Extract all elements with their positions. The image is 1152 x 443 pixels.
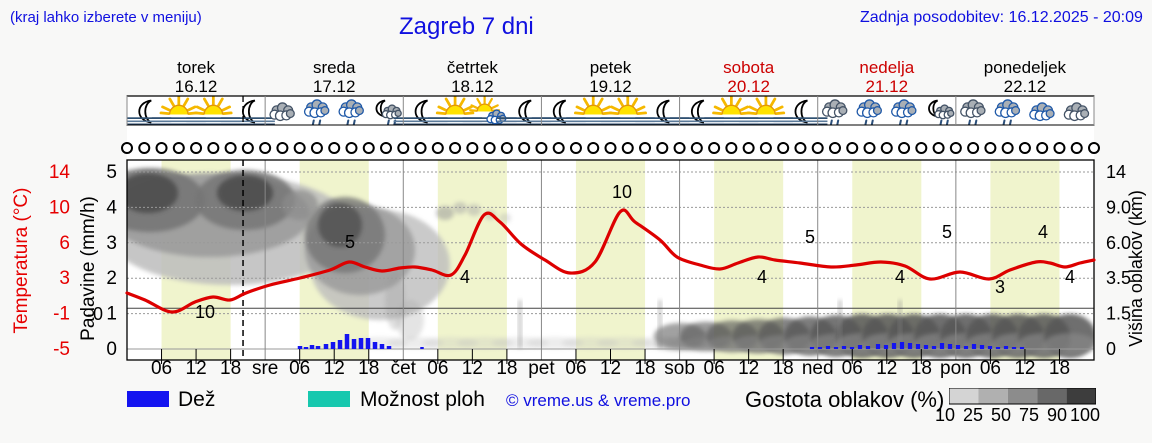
svg-text:18: 18	[220, 358, 241, 379]
svg-text:3: 3	[106, 233, 117, 254]
svg-text:06: 06	[980, 358, 1001, 379]
svg-text:0: 0	[1106, 339, 1116, 359]
svg-text:5: 5	[805, 227, 815, 247]
svg-text:06: 06	[151, 358, 172, 379]
svg-text:-5: -5	[53, 339, 70, 360]
svg-text:06: 06	[289, 358, 310, 379]
svg-text:18: 18	[773, 358, 794, 379]
svg-text:06: 06	[427, 358, 448, 379]
svg-text:ned: ned	[802, 358, 834, 379]
svg-text:14: 14	[49, 162, 71, 183]
svg-text:3: 3	[995, 277, 1005, 297]
svg-text:4: 4	[106, 197, 117, 218]
svg-text:sob: sob	[664, 358, 695, 379]
svg-text:-1: -1	[53, 304, 70, 325]
svg-text:0: 0	[106, 339, 117, 360]
svg-text:10: 10	[612, 182, 632, 202]
svg-text:6: 6	[59, 233, 70, 254]
svg-text:1: 1	[106, 304, 117, 325]
svg-text:18: 18	[634, 358, 655, 379]
svg-text:12: 12	[600, 358, 621, 379]
svg-text:4: 4	[1065, 267, 1075, 287]
svg-text:12: 12	[738, 358, 759, 379]
svg-text:3: 3	[59, 268, 70, 289]
svg-text:06: 06	[704, 358, 725, 379]
svg-text:14: 14	[1106, 162, 1126, 182]
svg-text:sre: sre	[252, 358, 278, 379]
svg-text:4: 4	[895, 267, 905, 287]
svg-text:18: 18	[358, 358, 379, 379]
svg-text:06: 06	[842, 358, 863, 379]
svg-text:5: 5	[942, 222, 952, 242]
svg-text:18: 18	[911, 358, 932, 379]
svg-text:12: 12	[876, 358, 897, 379]
svg-text:Temperatura (°C): Temperatura (°C)	[11, 188, 32, 334]
svg-text:čet: čet	[391, 358, 417, 379]
svg-text:-0: -0	[87, 304, 103, 324]
svg-text:2: 2	[106, 268, 117, 289]
svg-text:5: 5	[345, 232, 355, 252]
svg-text:12: 12	[324, 358, 345, 379]
svg-text:18: 18	[496, 358, 517, 379]
svg-text:10: 10	[195, 302, 215, 322]
svg-text:Višina oblakov (km): Višina oblakov (km)	[1126, 190, 1146, 347]
svg-text:pon: pon	[940, 358, 972, 379]
svg-text:12: 12	[186, 358, 207, 379]
svg-text:18: 18	[1049, 358, 1070, 379]
svg-text:4: 4	[757, 267, 767, 287]
svg-text:pet: pet	[528, 358, 555, 379]
svg-text:10: 10	[49, 197, 70, 218]
svg-text:4: 4	[460, 267, 470, 287]
svg-text:12: 12	[462, 358, 483, 379]
svg-text:12: 12	[1014, 358, 1035, 379]
svg-text:06: 06	[565, 358, 586, 379]
svg-text:4: 4	[1038, 222, 1048, 242]
svg-text:5: 5	[106, 162, 117, 183]
